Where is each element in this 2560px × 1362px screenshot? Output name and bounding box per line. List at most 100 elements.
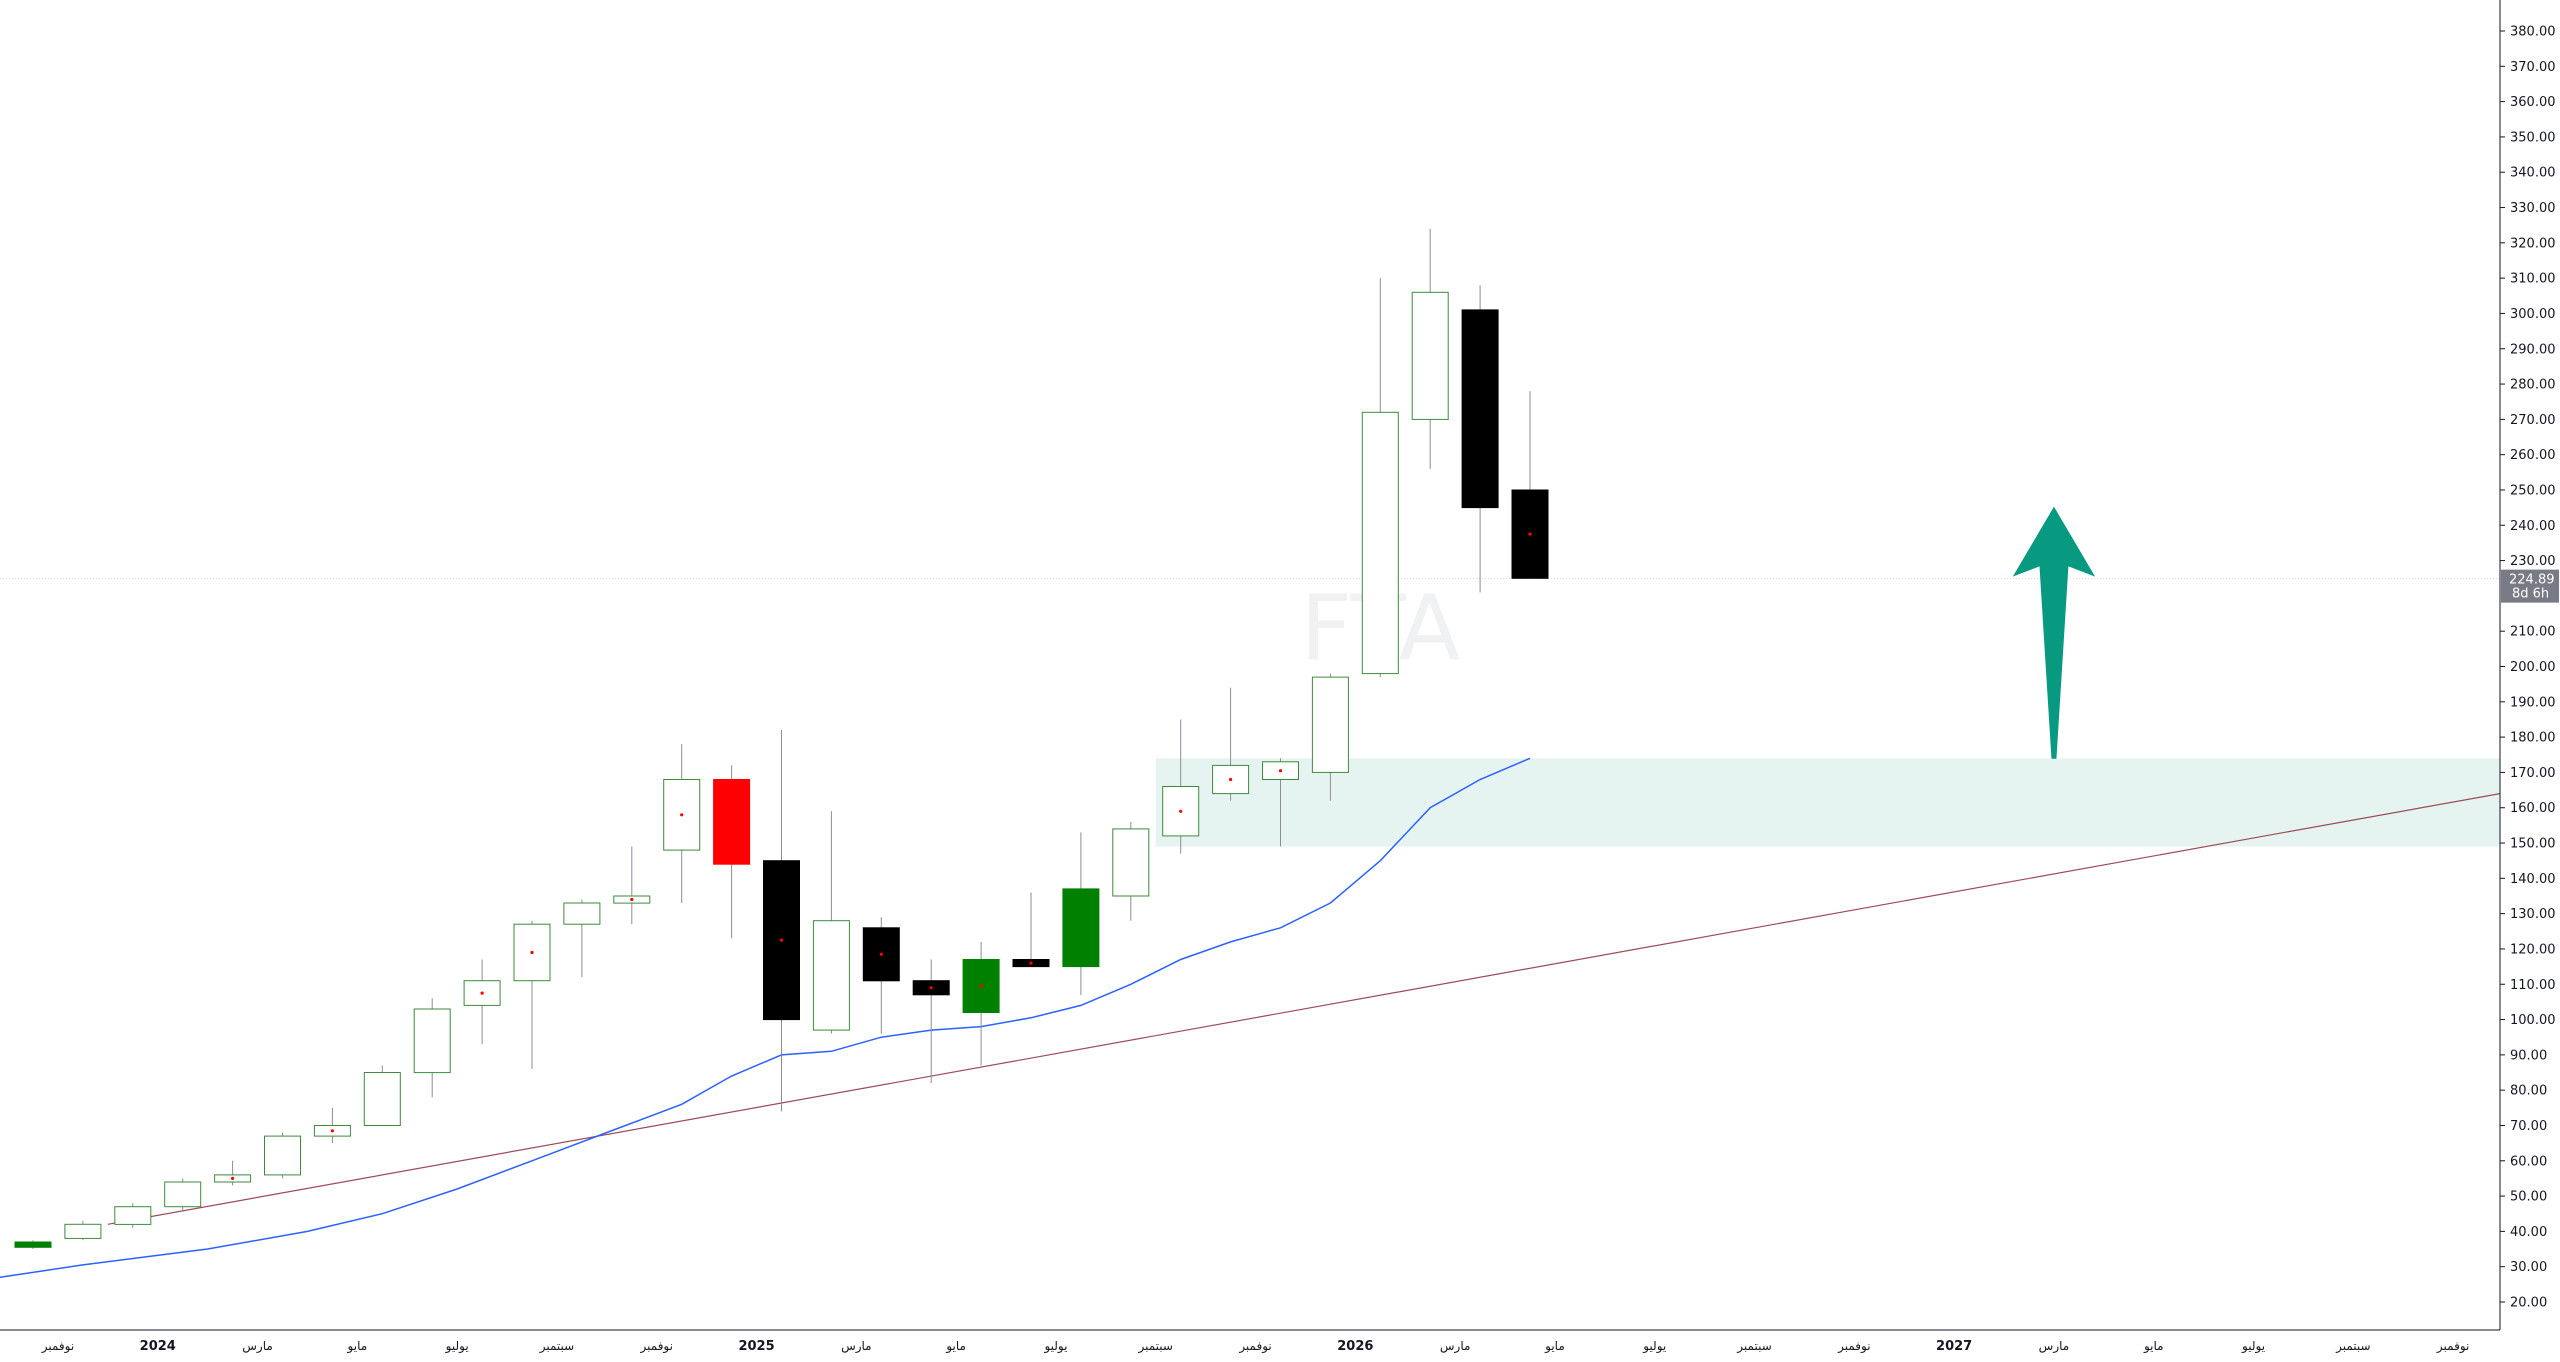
candle[interactable] (1112, 821, 1150, 921)
candle[interactable] (64, 1220, 102, 1241)
candle[interactable] (413, 998, 451, 1098)
moving-average-line[interactable] (0, 757, 1531, 1279)
candle-body (363, 1072, 401, 1126)
time-month-label: يوليو (1043, 1339, 1067, 1354)
time-month-label: يوليو (1642, 1339, 1666, 1354)
candle-midpoint-dot (929, 986, 933, 990)
time-month-label: مارس (1440, 1339, 1471, 1354)
price-tick-label: 310.00 (2510, 272, 2556, 287)
support-zone-rect (1155, 758, 2500, 847)
candle-body (1311, 676, 1349, 773)
candle[interactable] (1411, 228, 1449, 469)
candle-body (264, 1135, 301, 1176)
candle-midpoint-dot (1278, 769, 1283, 773)
arrow-layer[interactable] (2012, 506, 2096, 759)
time-month-label: سبتمبر (539, 1339, 574, 1354)
candle[interactable] (1511, 391, 1549, 579)
price-tick-label: 360.00 (2510, 95, 2556, 110)
candle[interactable] (14, 1240, 52, 1250)
candle[interactable] (962, 941, 1000, 1066)
price-tick-label: 170.00 (2510, 766, 2556, 781)
candle[interactable] (1212, 687, 1250, 801)
time-month-label: مايو (347, 1339, 368, 1354)
time-year-label: 2024 (140, 1339, 176, 1354)
candle[interactable] (214, 1160, 252, 1186)
candle[interactable] (862, 917, 900, 1034)
candle-midpoint-dot (480, 991, 484, 995)
candle-body (812, 920, 850, 1031)
candle[interactable] (1062, 832, 1100, 995)
candle[interactable] (812, 811, 850, 1034)
time-month-label: يوليو (2241, 1339, 2265, 1354)
candle[interactable] (663, 744, 701, 904)
candle-body (713, 779, 751, 865)
price-tick-label: 240.00 (2510, 519, 2556, 534)
candle-midpoint-dot (1528, 532, 1532, 536)
price-tick-label: 130.00 (2510, 907, 2556, 922)
support-zone-layer (1155, 758, 2500, 847)
candle[interactable] (1311, 673, 1349, 801)
price-tick-label: 160.00 (2510, 801, 2556, 816)
time-month-label: سبتمبر (1138, 1339, 1173, 1354)
price-tick-label: 370.00 (2510, 60, 2556, 75)
time-month-label: مايو (1544, 1339, 1565, 1354)
trendline[interactable] (107, 793, 2501, 1225)
candle[interactable] (1262, 758, 1299, 847)
price-tick-label: 330.00 (2510, 201, 2556, 216)
time-month-label: نوفمبر (2436, 1339, 2469, 1354)
time-year-label: 2027 (1936, 1339, 1972, 1354)
candle-midpoint-dot (231, 1176, 235, 1180)
candle[interactable] (313, 1107, 351, 1144)
price-tick-label: 50.00 (2510, 1190, 2547, 1205)
price-tick-label: 210.00 (2510, 625, 2556, 640)
candle[interactable] (912, 959, 950, 1084)
price-tick-label: 230.00 (2510, 554, 2556, 569)
price-tick-label: 120.00 (2510, 942, 2556, 957)
candle[interactable] (713, 765, 751, 939)
up-arrow-icon[interactable] (2012, 506, 2096, 759)
time-year-label: 2026 (1337, 1339, 1373, 1354)
candle-body (563, 902, 601, 925)
candle[interactable] (1361, 278, 1399, 678)
candle-midpoint-dot (680, 813, 684, 817)
time-month-label: مارس (242, 1339, 273, 1354)
time-month-label: سبتمبر (1736, 1339, 1771, 1354)
candle[interactable] (1012, 892, 1050, 968)
candle-midpoint-dot (1179, 809, 1183, 813)
candle[interactable] (1162, 719, 1200, 854)
candle-midpoint-dot (779, 938, 784, 942)
candle[interactable] (1461, 285, 1499, 593)
candle[interactable] (264, 1132, 301, 1179)
time-month-label: مارس (841, 1339, 872, 1354)
trendline-layer[interactable] (107, 793, 2501, 1225)
candle[interactable] (164, 1178, 202, 1211)
time-month-label: نوفمبر (1238, 1339, 1271, 1354)
candle[interactable] (763, 730, 800, 1112)
price-tick-label: 60.00 (2510, 1154, 2547, 1169)
candle-body (1112, 828, 1150, 897)
candle-body (164, 1181, 202, 1208)
moving-average-layer[interactable] (0, 757, 1531, 1279)
candle[interactable] (363, 1065, 401, 1126)
candle-body (413, 1008, 451, 1074)
price-tick-label: 270.00 (2510, 413, 2556, 428)
candle[interactable] (513, 920, 551, 1069)
price-axis[interactable]: 20.00 30.00 40.00 50.00 60.00 70.00 80.00 90.00… (2499, 0, 2556, 1330)
candle[interactable] (463, 959, 501, 1045)
candle[interactable] (114, 1203, 152, 1228)
candles-layer[interactable] (14, 228, 1549, 1250)
candle-body (1411, 291, 1449, 420)
candle[interactable] (613, 846, 651, 925)
time-axis[interactable]: نوفمبر 2024 مارس مايو يوليو سبتمبر نوفمبر 2025 م… (0, 1329, 2500, 1354)
time-month-label: نوفمبر (640, 1339, 673, 1354)
price-tick-label: 260.00 (2510, 448, 2556, 463)
candle-body (64, 1223, 102, 1239)
price-tick-label: 250.00 (2510, 483, 2556, 498)
price-tick-label: 350.00 (2510, 130, 2556, 145)
candle[interactable] (563, 899, 601, 978)
time-month-label: نوفمبر (1837, 1339, 1870, 1354)
candle-midpoint-dot (530, 950, 534, 955)
price-tick-label: 280.00 (2510, 378, 2556, 393)
